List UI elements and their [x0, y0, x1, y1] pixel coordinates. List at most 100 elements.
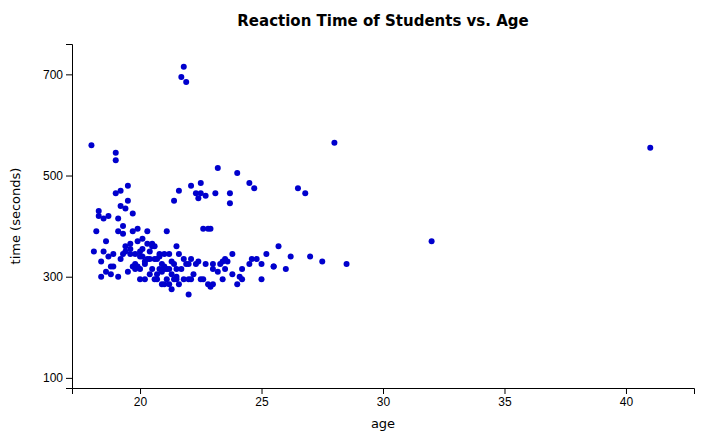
- point: [173, 274, 179, 280]
- point: [105, 253, 111, 259]
- point: [130, 210, 136, 216]
- x-tick: 25: [255, 388, 269, 409]
- y-tick-mark: [66, 74, 72, 75]
- point: [331, 140, 337, 146]
- point: [125, 183, 131, 189]
- point: [183, 79, 189, 85]
- point: [139, 236, 145, 242]
- point: [93, 228, 99, 234]
- point: [212, 190, 218, 196]
- point: [98, 274, 104, 280]
- x-tick-label: 30: [377, 395, 391, 409]
- x-tick: 30: [377, 388, 391, 409]
- point: [176, 188, 182, 194]
- y-tick-mark: [66, 277, 72, 278]
- point: [237, 274, 243, 280]
- chart: 2025303540100300500700Reaction Time of S…: [0, 0, 718, 442]
- point: [120, 223, 126, 229]
- point: [181, 64, 187, 70]
- point: [186, 291, 192, 297]
- y-tick-mark: [66, 176, 72, 177]
- point: [198, 180, 204, 186]
- x-tick-mark: [262, 388, 263, 394]
- point: [307, 253, 313, 259]
- point: [302, 190, 308, 196]
- point: [169, 286, 175, 292]
- point: [135, 226, 141, 232]
- point: [215, 269, 221, 275]
- point: [205, 281, 211, 287]
- point: [288, 253, 294, 259]
- plot: 2025303540100300500700: [43, 45, 695, 409]
- y-tick-label: 500: [43, 169, 63, 183]
- point: [234, 281, 240, 287]
- point: [259, 276, 265, 282]
- point: [113, 190, 119, 196]
- point: [178, 74, 184, 80]
- point: [113, 150, 119, 156]
- point: [164, 228, 170, 234]
- point: [152, 276, 158, 282]
- point: [295, 185, 301, 191]
- point: [147, 248, 153, 254]
- x-tick-mark: [504, 388, 505, 394]
- point: [181, 276, 187, 282]
- y-tick: 700: [43, 68, 72, 82]
- point: [188, 276, 194, 282]
- point: [113, 157, 119, 163]
- point: [193, 190, 199, 196]
- y-tick-label: 100: [43, 371, 63, 385]
- point: [115, 274, 121, 280]
- point: [229, 251, 235, 257]
- point: [246, 180, 252, 186]
- point: [122, 205, 128, 211]
- points: [88, 64, 653, 298]
- y-axis-title: time (seconds): [8, 168, 23, 265]
- point: [103, 238, 109, 244]
- point: [166, 251, 172, 257]
- point: [647, 145, 653, 151]
- point: [125, 198, 131, 204]
- point: [215, 165, 221, 171]
- point: [227, 190, 233, 196]
- point: [96, 208, 102, 214]
- point: [186, 261, 192, 267]
- x-tick-mark: [140, 388, 141, 394]
- point: [159, 269, 165, 275]
- y-tick-label: 300: [43, 270, 63, 284]
- point: [188, 183, 194, 189]
- x-tick: 35: [498, 388, 512, 409]
- point: [319, 259, 325, 265]
- point: [142, 276, 148, 282]
- point: [181, 256, 187, 262]
- x-tick: 40: [620, 388, 634, 409]
- point: [108, 264, 114, 270]
- point: [125, 269, 131, 275]
- point: [283, 266, 289, 272]
- point: [120, 231, 126, 237]
- point: [222, 266, 228, 272]
- point: [207, 226, 213, 232]
- y-tick: 100: [43, 371, 72, 385]
- x-tick-label: 35: [498, 395, 512, 409]
- x-axis: 2025303540: [73, 388, 695, 409]
- x-tick-label: 25: [255, 395, 269, 409]
- point: [271, 264, 277, 270]
- point: [156, 253, 162, 259]
- point: [203, 261, 209, 267]
- point: [98, 259, 104, 265]
- point: [144, 228, 150, 234]
- point: [91, 248, 97, 254]
- y-tick: 300: [43, 270, 72, 284]
- point: [171, 198, 177, 204]
- point: [263, 251, 269, 257]
- point: [251, 185, 257, 191]
- point: [259, 261, 265, 267]
- point: [220, 276, 226, 282]
- y-tick: 500: [43, 169, 72, 183]
- point: [210, 261, 216, 267]
- point: [169, 259, 175, 265]
- point: [130, 264, 136, 270]
- point: [176, 281, 182, 287]
- point: [149, 266, 155, 272]
